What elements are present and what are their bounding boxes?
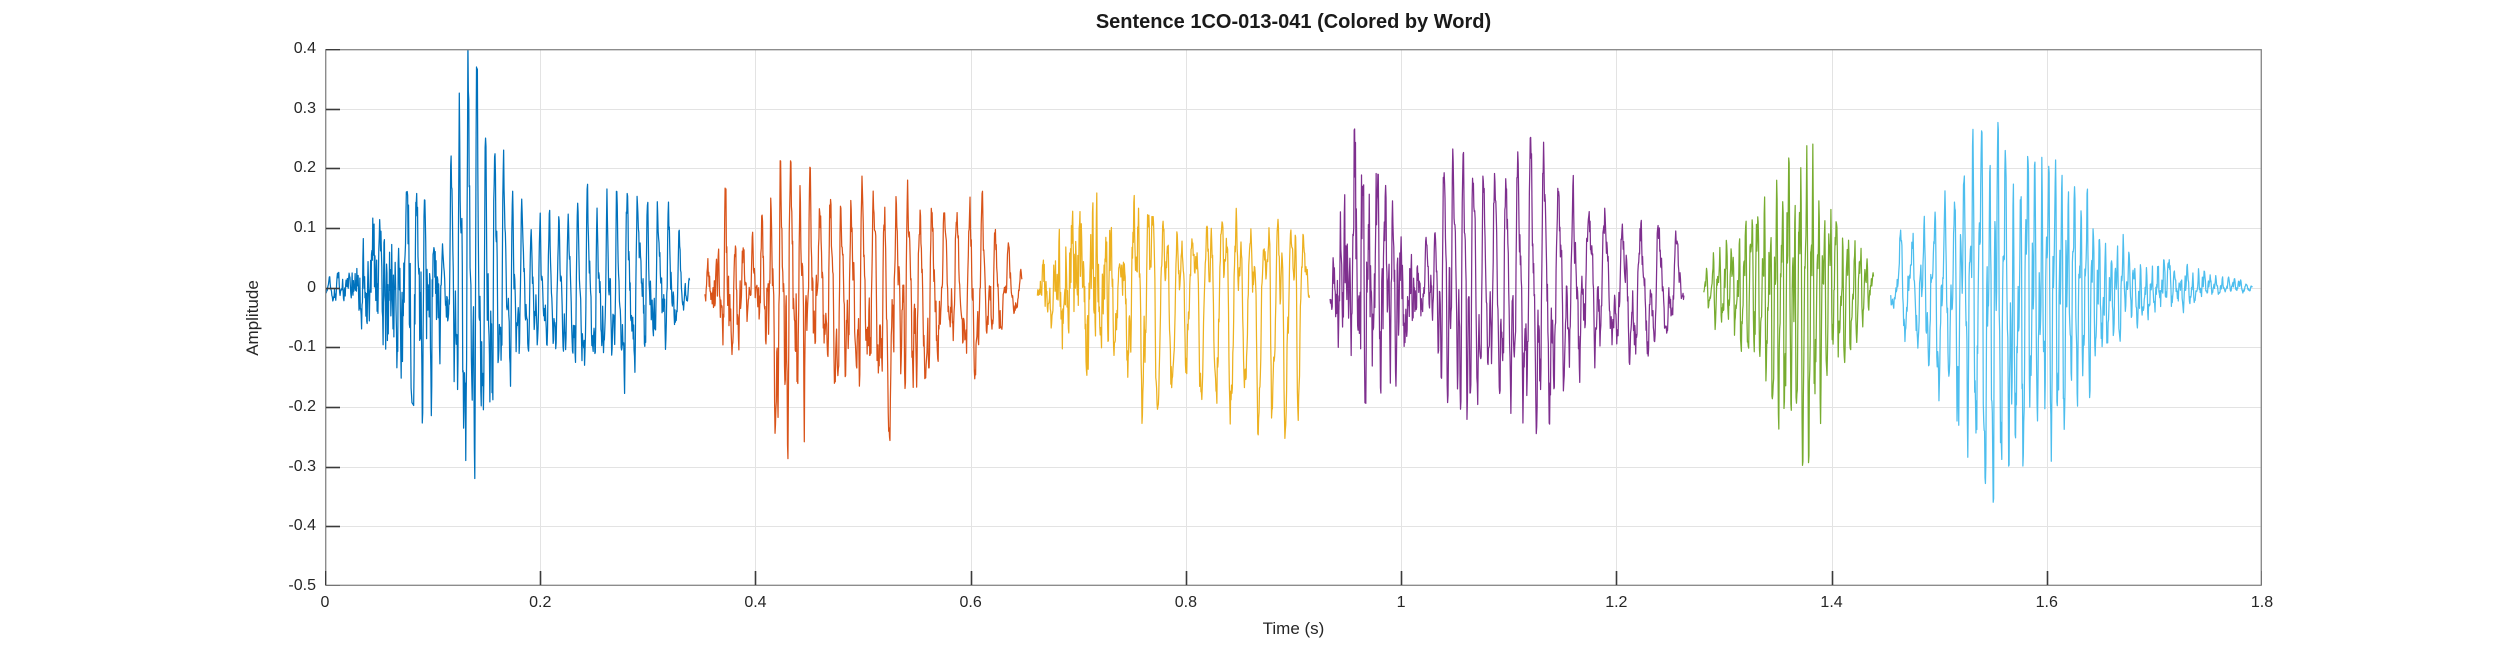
y-tick-label: -0.3: [288, 457, 316, 475]
y-tick-label: -0.4: [288, 517, 316, 535]
y-axis-label: Amplitude: [243, 280, 262, 356]
x-tick-label: 0.8: [1174, 594, 1197, 611]
x-axis-label: Time (s): [1262, 619, 1325, 638]
y-tick-label: 0.3: [293, 99, 316, 117]
y-tick-label: -0.2: [288, 398, 316, 415]
x-tick-label: 1.2: [1605, 594, 1628, 611]
x-tick-label: 1.8: [2250, 594, 2274, 611]
x-tick-label: 0.4: [744, 594, 767, 611]
y-tick-label: 0.2: [293, 159, 316, 177]
x-tick-label: 0.2: [529, 594, 552, 611]
x-tick-label: 0.6: [959, 594, 982, 611]
x-tick-label: 1.6: [2035, 594, 2058, 611]
y-tick-label: 0.4: [293, 40, 316, 57]
x-tick-label: 1.4: [1820, 594, 1843, 611]
plot-title: Sentence 1CO-013-041 (Colored by Word): [1095, 11, 1492, 33]
x-tick-label: 0: [320, 594, 330, 611]
y-tick-label: 0.1: [293, 219, 316, 236]
waveform-canvas: [325, 49, 2262, 586]
y-tick-label: -0.5: [288, 577, 316, 594]
x-tick-label: 1: [1396, 594, 1406, 611]
